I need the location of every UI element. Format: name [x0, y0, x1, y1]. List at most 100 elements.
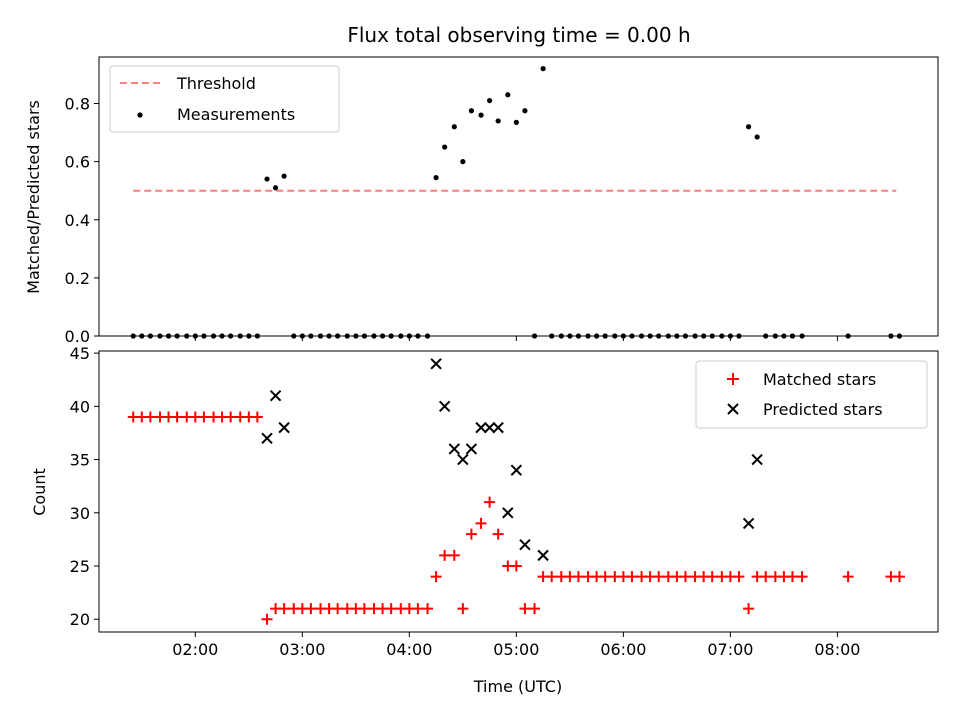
- measurement-point: [361, 333, 367, 339]
- x-tick-label: 05:00: [493, 640, 539, 659]
- measurement-point: [371, 333, 377, 339]
- measurement-point: [567, 333, 573, 339]
- measurement-point: [585, 333, 591, 339]
- matched-star-point: [358, 603, 370, 615]
- matched-star-point: [599, 571, 611, 583]
- matched-star-point: [510, 560, 522, 572]
- measurement-point: [594, 333, 600, 339]
- measurement-point: [344, 333, 350, 339]
- y-tick-label: 40: [70, 397, 90, 416]
- measurement-point: [682, 333, 689, 339]
- y-tick-label: 0.4: [65, 211, 90, 230]
- legend-measurements-label: Measurements: [177, 105, 295, 124]
- measurement-point: [495, 118, 501, 124]
- measurement-point: [201, 333, 207, 339]
- predicted-star-point: [475, 421, 487, 434]
- matched-star-point: [198, 411, 210, 423]
- measurement-point: [719, 333, 725, 339]
- predicted-star-point: [742, 517, 755, 530]
- measurement-point: [772, 333, 778, 339]
- measurement-point: [736, 333, 742, 339]
- count-axes-frame: [98, 350, 939, 633]
- matched-star-point: [519, 603, 531, 615]
- measurement-point: [513, 119, 519, 125]
- measurement-point: [531, 333, 538, 339]
- matched-star-point: [225, 411, 237, 423]
- legend-matched-label: Matched stars: [763, 370, 876, 389]
- matched-star-point: [484, 496, 496, 508]
- predicted-star-point: [502, 507, 514, 519]
- matched-star-point: [626, 571, 638, 583]
- measurement-point: [433, 175, 439, 181]
- measurement-point: [674, 333, 680, 339]
- matched-star-point: [144, 411, 156, 423]
- predicted-star-point: [261, 432, 273, 444]
- chart-title: Flux total observing time = 0.00 h: [347, 23, 690, 47]
- measurement-point: [281, 173, 287, 179]
- measurement-point: [763, 333, 769, 339]
- predicted-star-point: [519, 539, 531, 551]
- measurement-point: [701, 333, 707, 339]
- predicted-star-point: [537, 549, 549, 562]
- matched-star-point: [332, 603, 344, 615]
- measurement-point: [139, 333, 145, 339]
- count-series: [127, 358, 905, 625]
- matched-star-point: [529, 603, 541, 615]
- x-tick-label: 07:00: [707, 640, 753, 659]
- matched-star-point: [786, 571, 798, 583]
- matched-star-point: [475, 517, 487, 529]
- count-panel: 20 25 30 35 40 45 02:00 03:00 04:00 05:00 06:00 07…: [30, 344, 939, 696]
- x-tick-label: 06:00: [600, 640, 646, 659]
- measurement-point: [219, 333, 225, 339]
- predicted-star-point: [751, 453, 763, 466]
- matched-star-point: [796, 571, 808, 583]
- measurement-point: [896, 333, 903, 339]
- predicted-star-point: [465, 443, 478, 455]
- measurement-point: [210, 333, 217, 339]
- measurement-point: [379, 333, 386, 339]
- predicted-star-point: [438, 400, 451, 413]
- legend-matched-swatch: [727, 373, 739, 385]
- measurement-point: [468, 108, 475, 114]
- matched-star-point: [171, 411, 183, 423]
- legend-threshold-label: Threshold: [176, 74, 256, 93]
- measurement-point: [558, 333, 564, 339]
- measurement-point: [478, 112, 484, 118]
- measurement-point: [540, 66, 546, 72]
- measurement-point: [157, 333, 163, 339]
- measurement-point: [629, 333, 635, 339]
- ratio-series: [130, 66, 903, 339]
- measurement-point: [398, 333, 404, 339]
- predicted-star-point: [483, 421, 496, 434]
- matched-star-point: [457, 603, 469, 615]
- measurement-point: [299, 333, 305, 339]
- measurement-point: [549, 333, 555, 339]
- predicted-star-point: [492, 421, 504, 434]
- measurement-point: [165, 333, 172, 339]
- measurement-point: [264, 176, 270, 182]
- matched-star-point: [430, 571, 442, 583]
- measurement-point: [487, 97, 493, 104]
- measurement-point: [415, 333, 421, 339]
- x-tick-label: 02:00: [172, 640, 218, 659]
- matched-star-point: [385, 603, 397, 615]
- matched-star-point: [893, 571, 905, 583]
- matched-star-point: [760, 571, 772, 583]
- measurement-point: [335, 333, 341, 339]
- matched-star-point: [653, 571, 665, 583]
- matched-star-point: [305, 603, 317, 615]
- measurement-point: [388, 333, 394, 339]
- measurement-point: [612, 333, 618, 339]
- x-tick-label: 04:00: [386, 640, 432, 659]
- measurement-point: [781, 333, 787, 339]
- y-tick-label: 0.8: [65, 95, 90, 114]
- y-tick-label: 0.6: [65, 153, 90, 172]
- x-tick-label: 03:00: [279, 640, 325, 659]
- matched-star-point: [679, 571, 691, 583]
- y-tick-label: 45: [70, 344, 90, 363]
- measurement-point: [317, 333, 324, 339]
- measurement-point: [656, 333, 662, 339]
- measurement-point: [620, 333, 626, 339]
- matched-star-point: [572, 571, 584, 583]
- count-y-ticks: 20 25 30 35 40 45: [70, 344, 99, 629]
